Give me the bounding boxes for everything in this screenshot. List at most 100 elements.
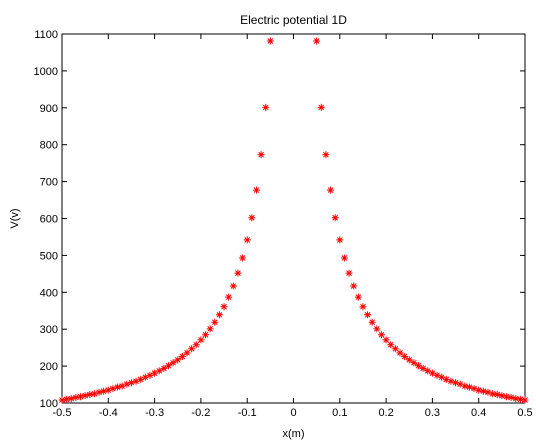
data-point — [202, 331, 210, 339]
data-point — [327, 186, 335, 194]
data-point — [424, 367, 432, 375]
data-point — [447, 377, 455, 385]
data-point — [331, 214, 339, 222]
x-tick-label: 0.4 — [471, 407, 486, 419]
chart-title: Electric potential 1D — [240, 13, 347, 27]
data-point — [141, 373, 149, 381]
x-tick-label: 0 — [290, 407, 296, 419]
data-point — [123, 380, 131, 388]
data-point — [364, 311, 372, 319]
data-point — [225, 293, 233, 301]
x-tick-label: 0.1 — [332, 407, 347, 419]
x-tick-label: 0.2 — [378, 407, 393, 419]
data-point — [322, 151, 330, 159]
data-point — [192, 341, 200, 349]
data-point — [63, 395, 71, 403]
data-point — [410, 359, 418, 367]
y-tick-label: 300 — [40, 324, 58, 336]
data-series — [58, 37, 529, 404]
data-point — [391, 345, 399, 353]
y-tick-label: 900 — [40, 103, 58, 115]
data-point — [234, 269, 242, 277]
data-point — [433, 371, 441, 379]
data-point — [401, 353, 409, 361]
data-point — [86, 391, 94, 399]
x-tick-label: -0.4 — [99, 407, 118, 419]
data-point — [127, 379, 135, 387]
data-point — [160, 364, 168, 372]
y-tick-label: 700 — [40, 177, 58, 189]
x-tick-label: -0.5 — [53, 407, 72, 419]
data-point — [419, 364, 427, 372]
data-point — [188, 345, 196, 353]
x-tick-label: -0.1 — [238, 407, 257, 419]
y-tick-label: 200 — [40, 361, 58, 373]
data-point — [359, 303, 367, 311]
x-tick-label: -0.3 — [145, 407, 164, 419]
data-point — [470, 385, 478, 393]
data-point — [313, 37, 321, 45]
data-point — [336, 236, 344, 244]
data-point — [72, 393, 80, 401]
x-tick-label: 0.5 — [517, 407, 532, 419]
plot-area — [61, 33, 526, 404]
data-point — [465, 383, 473, 391]
data-point — [350, 282, 358, 290]
data-point — [377, 331, 385, 339]
x-tick-label: 0.3 — [425, 407, 440, 419]
data-point — [206, 325, 214, 333]
data-point — [475, 386, 483, 394]
data-point — [243, 236, 251, 244]
data-point — [484, 388, 492, 396]
y-tick-label: 800 — [40, 140, 58, 152]
data-point — [100, 387, 108, 395]
data-point — [164, 362, 172, 370]
y-axis-label: V(v) — [9, 208, 21, 228]
data-point — [211, 318, 219, 326]
data-point — [461, 382, 469, 390]
data-point — [151, 369, 159, 377]
data-point — [229, 282, 237, 290]
data-point — [155, 367, 163, 375]
data-point — [512, 395, 520, 403]
data-point — [137, 375, 145, 383]
data-point — [405, 356, 413, 364]
data-point — [507, 393, 515, 401]
data-point — [146, 371, 154, 379]
y-tick-label: 600 — [40, 214, 58, 226]
data-point — [452, 379, 460, 387]
data-point — [442, 375, 450, 383]
data-point — [262, 103, 270, 111]
data-point — [114, 383, 122, 391]
data-point — [132, 377, 140, 385]
data-point — [428, 369, 436, 377]
data-point — [479, 387, 487, 395]
x-axis-label: x(m) — [283, 428, 305, 440]
data-point — [77, 393, 85, 401]
data-point — [197, 336, 205, 344]
y-axis: 100 200 300 400 500 600 700 800 900 1000 1100 — [34, 29, 525, 410]
data-point — [257, 151, 265, 159]
data-point — [317, 103, 325, 111]
data-point — [215, 311, 223, 319]
x-tick-label: -0.2 — [191, 407, 210, 419]
data-point — [521, 396, 529, 404]
data-point — [183, 349, 191, 357]
data-point — [118, 382, 126, 390]
data-point — [498, 392, 506, 400]
data-point — [58, 396, 66, 404]
data-point — [109, 385, 117, 393]
data-point — [345, 269, 353, 277]
data-point — [90, 390, 98, 398]
data-point — [382, 336, 390, 344]
data-point — [248, 214, 256, 222]
data-point — [266, 37, 274, 45]
y-tick-label: 1100 — [34, 29, 58, 41]
y-tick-label: 500 — [40, 250, 58, 262]
data-point — [502, 393, 510, 401]
data-point — [239, 254, 247, 262]
data-point — [373, 325, 381, 333]
data-point — [396, 349, 404, 357]
data-point — [174, 356, 182, 364]
